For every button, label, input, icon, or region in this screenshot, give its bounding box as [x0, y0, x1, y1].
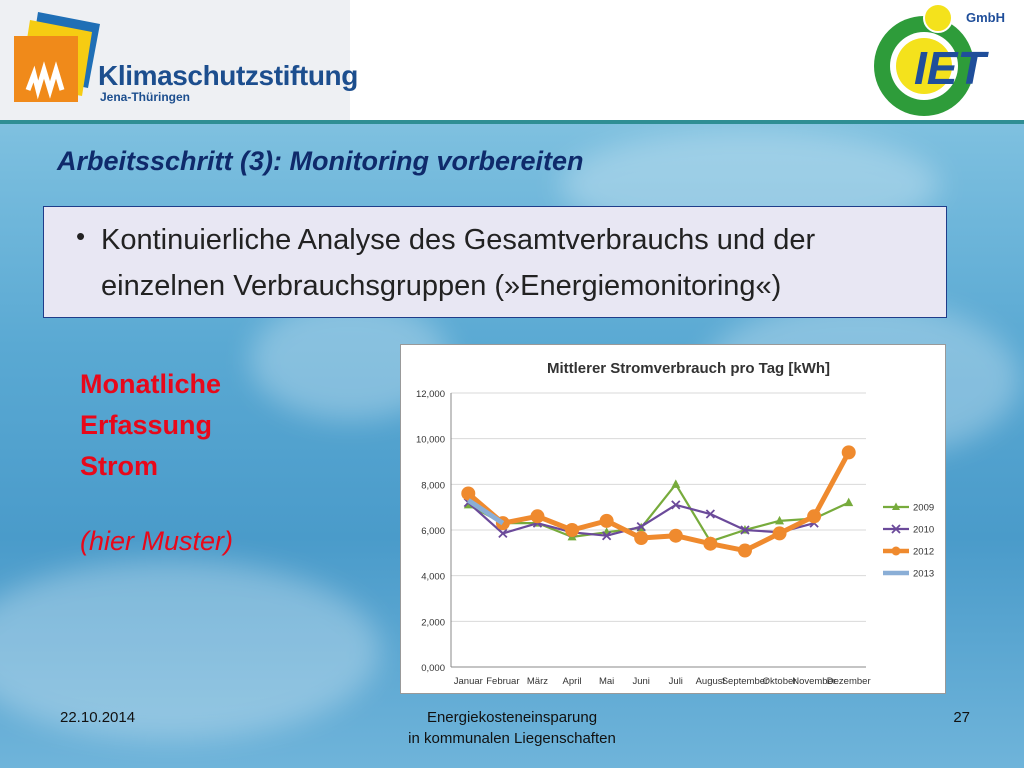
chart-panel: Mittlerer Stromverbrauch pro Tag [kWh] 0,…	[400, 344, 946, 694]
legend-marker	[891, 546, 901, 556]
x-tick-label: September	[722, 676, 768, 687]
data-point	[775, 515, 785, 525]
series-line	[466, 451, 851, 554]
y-tick-label: 0,000	[421, 663, 445, 674]
iet-logo-tag: GmbH	[966, 10, 1005, 25]
side-label-line: Strom	[80, 451, 159, 481]
header-band: Klimaschutzstiftung Jena-Thüringen GmbH …	[0, 0, 1024, 120]
iet-logo-letters: IET	[914, 42, 989, 94]
data-point	[671, 500, 681, 510]
data-point	[463, 499, 473, 509]
legend-marker	[892, 502, 900, 510]
folded-paper-logo-icon	[14, 12, 100, 102]
side-label-line: Erfassung	[80, 410, 213, 440]
series-line	[467, 483, 850, 543]
bullet-icon: •	[76, 221, 86, 251]
legend-label: 2012	[913, 547, 934, 558]
data-point	[530, 509, 545, 524]
y-tick-label: 10,000	[416, 435, 445, 446]
y-tick-label: 2,000	[421, 617, 445, 628]
data-point	[737, 543, 752, 558]
data-point	[671, 479, 681, 488]
data-point	[634, 530, 649, 545]
data-point	[599, 513, 614, 528]
y-tick-label: 4,000	[421, 572, 445, 583]
klimaschutzstiftung-logo: Klimaschutzstiftung Jena-Thüringen	[0, 0, 358, 120]
footer-title: Energiekosteneinsparung in kommunalen Li…	[362, 707, 662, 749]
x-tick-label: Juni	[632, 676, 649, 687]
data-point	[601, 531, 612, 541]
y-tick-label: 6,000	[421, 526, 445, 537]
chart-title: Mittlerer Stromverbrauch pro Tag [kWh]	[547, 360, 830, 377]
bullet-box: • Kontinuierliche Analyse des Gesamtverb…	[43, 206, 947, 318]
x-tick-label: Juli	[669, 676, 683, 687]
legend-label: 2010	[913, 525, 934, 536]
side-note: (hier Muster)	[80, 526, 234, 556]
page-number: 27	[953, 709, 970, 726]
data-point	[807, 509, 822, 524]
data-point	[740, 525, 750, 535]
background-cloud	[0, 560, 380, 740]
logo-subtitle: Jena-Thüringen	[100, 90, 191, 104]
header-divider	[0, 120, 1024, 124]
x-tick-label: August	[696, 676, 726, 687]
line-chart: Mittlerer Stromverbrauch pro Tag [kWh] 0,…	[416, 360, 934, 687]
data-point	[703, 536, 718, 551]
x-tick-label: Mai	[599, 676, 614, 687]
series-line	[466, 498, 505, 526]
data-point	[668, 528, 683, 543]
logo-title: Klimaschutzstiftung	[98, 60, 358, 91]
data-point	[772, 526, 787, 541]
y-tick-label: 12,000	[416, 389, 445, 400]
data-point	[498, 528, 508, 539]
x-tick-label: Oktober	[763, 676, 797, 687]
x-tick-label: Dezember	[827, 676, 871, 687]
footer-date: 22.10.2014	[60, 709, 136, 726]
x-tick-label: Februar	[486, 676, 519, 687]
data-point	[636, 521, 646, 532]
slide-title: Arbeitsschritt (3): Monitoring vorbereit…	[57, 146, 584, 176]
data-point	[461, 486, 476, 501]
footer-title-line: in kommunalen Liegenschaften	[408, 730, 616, 747]
bullet-line: einzelnen Verbrauchsgruppen (»Energiemon…	[101, 270, 782, 302]
footer-title-line: Energiekosteneinsparung	[426, 709, 598, 726]
side-label: Monatliche Erfassung Strom	[80, 364, 280, 487]
data-point	[705, 509, 716, 519]
x-tick-label: März	[527, 676, 548, 687]
iet-logo: GmbH IET	[874, 3, 1005, 116]
data-point	[565, 523, 580, 537]
side-label-line: Monatliche	[80, 369, 222, 399]
data-point	[844, 497, 854, 507]
data-point	[841, 445, 856, 460]
bullet-line: Kontinuierliche Analyse des Gesamtverbra…	[101, 224, 816, 256]
y-tick-label: 8,000	[421, 480, 445, 491]
legend-label: 2013	[913, 569, 934, 580]
bullet-text: Kontinuierliche Analyse des Gesamtverbra…	[101, 217, 931, 309]
legend-label: 2009	[913, 503, 934, 514]
legend-marker	[891, 524, 901, 534]
x-tick-label: November	[792, 676, 836, 687]
x-tick-label: Januar	[454, 676, 483, 687]
x-tick-label: April	[563, 676, 582, 687]
